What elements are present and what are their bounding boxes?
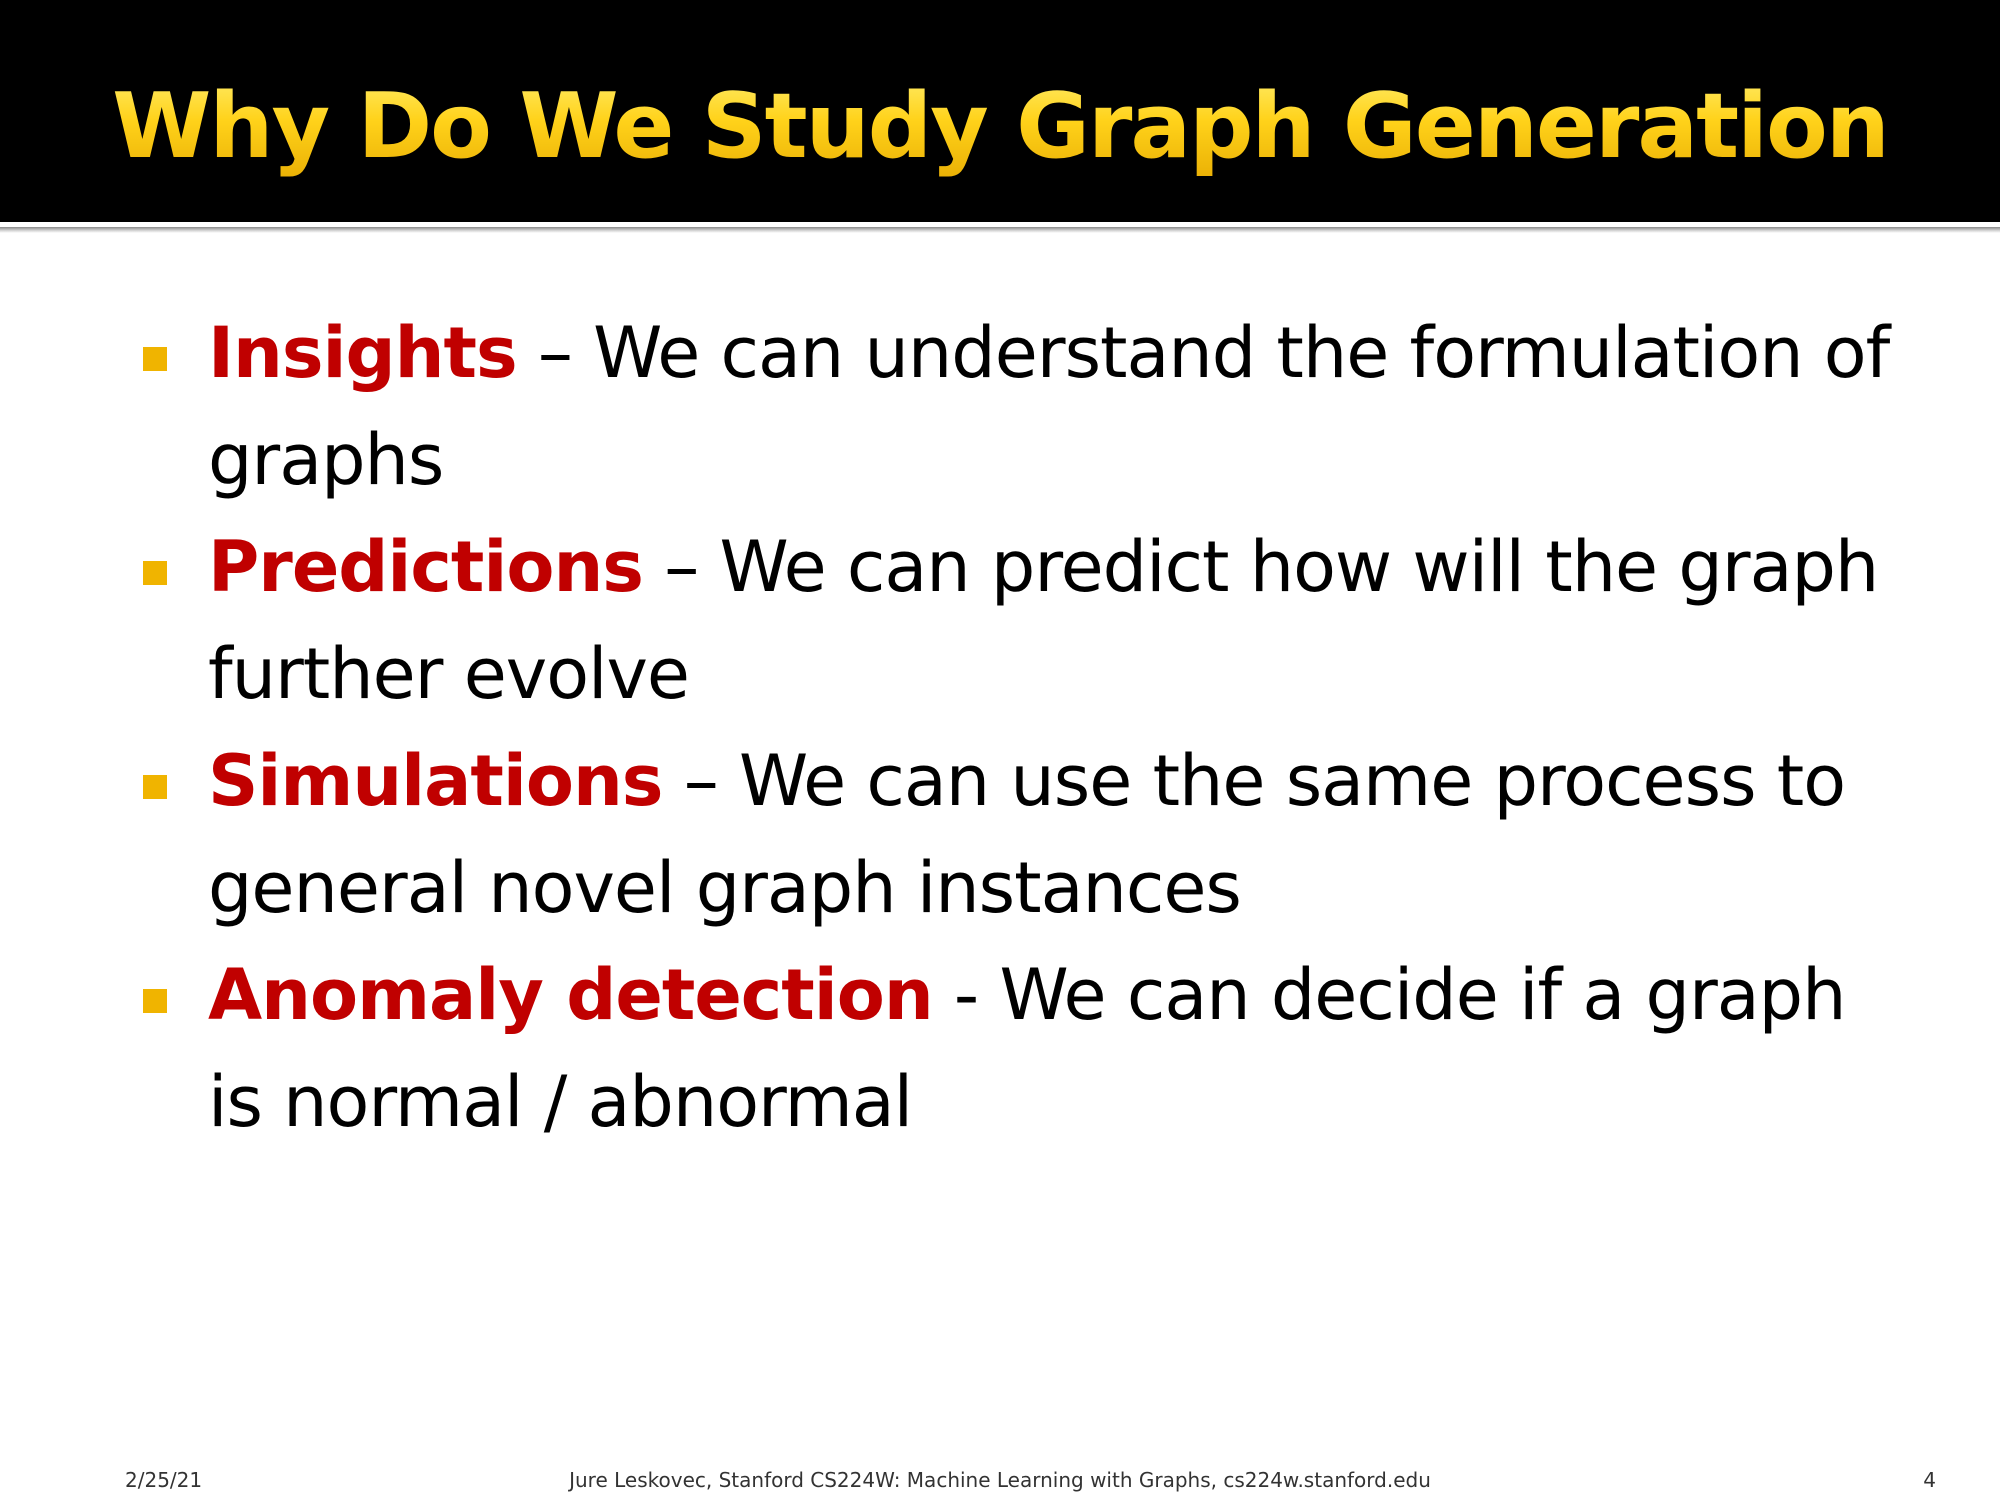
square-bullet-icon bbox=[143, 775, 167, 799]
title-bar bbox=[0, 0, 2000, 222]
bullet-term: Simulations bbox=[208, 740, 663, 822]
bullet-item-simulations: Simulations – We can use the same proces… bbox=[143, 728, 1903, 942]
bullet-separator: – bbox=[662, 740, 739, 822]
bullet-term: Predictions bbox=[208, 526, 644, 608]
square-bullet-icon bbox=[143, 561, 167, 585]
bullet-separator: - bbox=[932, 954, 1000, 1036]
footer-date: 2/25/21 bbox=[125, 1468, 203, 1492]
bullet-item-anomaly-detection: Anomaly detection - We can decide if a g… bbox=[143, 942, 1903, 1156]
square-bullet-icon bbox=[143, 347, 167, 371]
bullet-list: Insights – We can understand the formula… bbox=[143, 300, 1903, 1156]
title-divider bbox=[0, 222, 2000, 227]
bullet-text: We can predict how will the graph furthe… bbox=[208, 526, 1879, 715]
bullet-separator: – bbox=[516, 312, 594, 394]
bullet-item-insights: Insights – We can understand the formula… bbox=[143, 300, 1903, 514]
slide-title: Why Do We Study Graph Generation bbox=[0, 62, 2000, 192]
bullet-item-predictions: Predictions – We can predict how will th… bbox=[143, 514, 1903, 728]
bullet-text: We can decide if a graph is normal / abn… bbox=[208, 954, 1846, 1143]
bullet-separator: – bbox=[642, 526, 720, 608]
footer-credit: Jure Leskovec, Stanford CS224W: Machine … bbox=[569, 1468, 1431, 1492]
bullet-term: Insights bbox=[208, 312, 518, 394]
bullet-term: Anomaly detection bbox=[208, 954, 934, 1036]
bullet-text: We can understand the formulation of gra… bbox=[208, 312, 1890, 501]
page-number: 4 bbox=[1923, 1468, 1936, 1492]
square-bullet-icon bbox=[143, 989, 167, 1013]
bullet-text: We can use the same process to general n… bbox=[208, 740, 1846, 929]
title-divider-shadow bbox=[0, 227, 2000, 233]
